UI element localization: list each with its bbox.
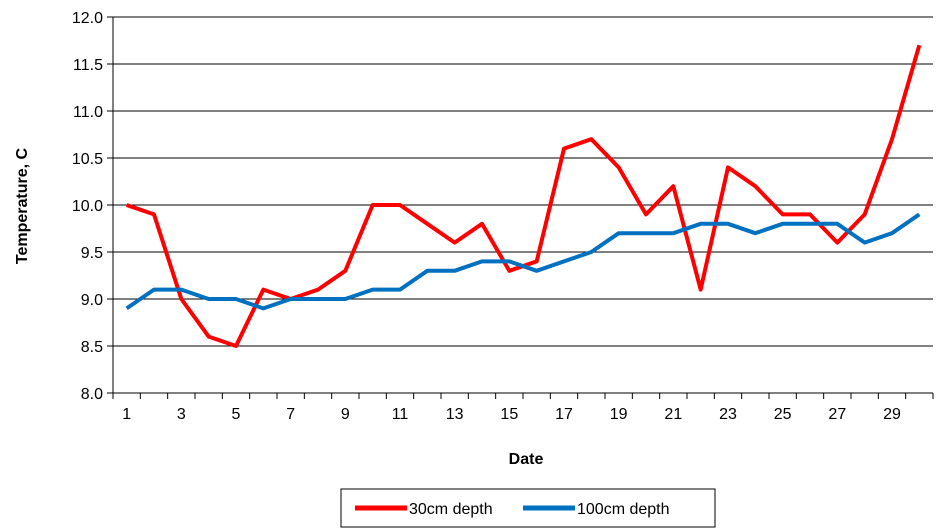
x-tick-label: 29 bbox=[883, 406, 901, 423]
x-tick-label: 27 bbox=[828, 406, 846, 423]
y-tick-label: 10.5 bbox=[72, 151, 103, 168]
x-tick-label: 15 bbox=[500, 406, 518, 423]
x-axis-ticks: 1 3 5 7 9 11 13 15 17 19 21 23 25 27 29 bbox=[112, 393, 934, 423]
y-tick-label: 9.0 bbox=[81, 292, 103, 309]
y-tick-label: 9.5 bbox=[81, 245, 103, 262]
y-axis-ticks: 8.0 8.5 9.0 9.5 10.0 10.5 11.0 11.5 12.0 bbox=[72, 10, 113, 403]
legend: 30cm depth 100cm depth bbox=[340, 488, 716, 528]
x-tick-label: 5 bbox=[232, 406, 241, 423]
x-tick-label: 9 bbox=[341, 406, 350, 423]
y-tick-label: 11.0 bbox=[73, 104, 103, 121]
x-tick-label: 17 bbox=[555, 406, 573, 423]
x-tick-label: 21 bbox=[664, 406, 682, 423]
legend-label-100cm: 100cm depth bbox=[577, 501, 670, 518]
series-line-100cm bbox=[125, 212, 921, 311]
x-tick-label: 1 bbox=[122, 406, 131, 423]
y-tick-label: 10.0 bbox=[72, 198, 103, 215]
x-tick-label: 13 bbox=[446, 406, 464, 423]
y-axis-title: Temperature, C bbox=[14, 147, 31, 264]
x-tick-label: 23 bbox=[719, 406, 737, 423]
legend-label-30cm: 30cm depth bbox=[409, 501, 493, 518]
x-tick-label: 3 bbox=[177, 406, 186, 423]
y-tick-label: 8.5 bbox=[81, 339, 103, 356]
x-tick-label: 19 bbox=[610, 406, 628, 423]
series-lines bbox=[125, 44, 922, 348]
x-axis-title: Date bbox=[509, 451, 544, 468]
x-tick-label: 25 bbox=[774, 406, 792, 423]
x-tick-label: 7 bbox=[286, 406, 295, 423]
y-tick-label: 8.0 bbox=[81, 386, 103, 403]
gridlines bbox=[113, 16, 933, 394]
y-tick-label: 11.5 bbox=[73, 57, 103, 74]
x-tick-label: 11 bbox=[392, 406, 409, 423]
y-tick-label: 12.0 bbox=[72, 10, 103, 27]
